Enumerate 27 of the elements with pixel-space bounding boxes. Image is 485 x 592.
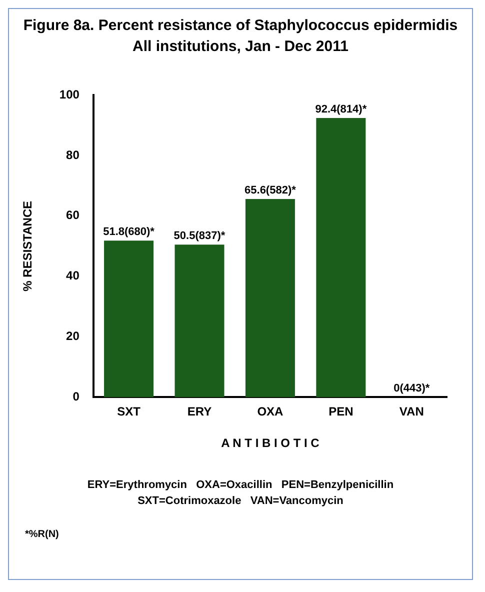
x-tick-label: OXA — [257, 404, 284, 419]
bar — [174, 244, 224, 398]
chart-subtitle: All institutions, Jan - Dec 2011 — [132, 37, 350, 57]
y-tick-label: 100 — [59, 87, 80, 102]
y-tick-label: 80 — [66, 148, 80, 162]
x-tick-label: VAN — [399, 404, 424, 419]
chart-title: Figure 8a. Percent resistance of Staphylococcus epidermidis — [22, 16, 459, 36]
bar — [316, 118, 366, 398]
text: *%R(N) — [25, 529, 60, 540]
y-tick-label: 60 — [66, 208, 80, 222]
data-label: 51.8(680)* — [103, 226, 156, 238]
text: ERY=Erythromycin OXA=Oxacillin PEN=Benzylpenicillin — [86, 478, 395, 493]
data-label: 50.5(837)* — [174, 230, 226, 242]
x-tick-label: PEN — [328, 404, 354, 419]
y-axis-title: % RESISTANCE — [20, 200, 35, 292]
y-tick-label: 40 — [66, 268, 80, 283]
text: SXT=Cotrimoxazole VAN=Vancomycin — [136, 494, 344, 509]
data-label: 0(443)* — [394, 382, 430, 395]
y-tick-label: 20 — [66, 329, 80, 344]
x-axis-title: A N T I B I O T I C — [221, 436, 320, 450]
y-tick-label: 0 — [72, 390, 80, 404]
bar — [104, 240, 154, 398]
x-tick-label: SXT — [117, 404, 142, 419]
bar — [245, 198, 295, 398]
x-tick-label: ERY — [187, 404, 212, 419]
data-label: 65.6(582)* — [244, 184, 297, 196]
data-label: 92.4(814)* — [315, 104, 368, 116]
